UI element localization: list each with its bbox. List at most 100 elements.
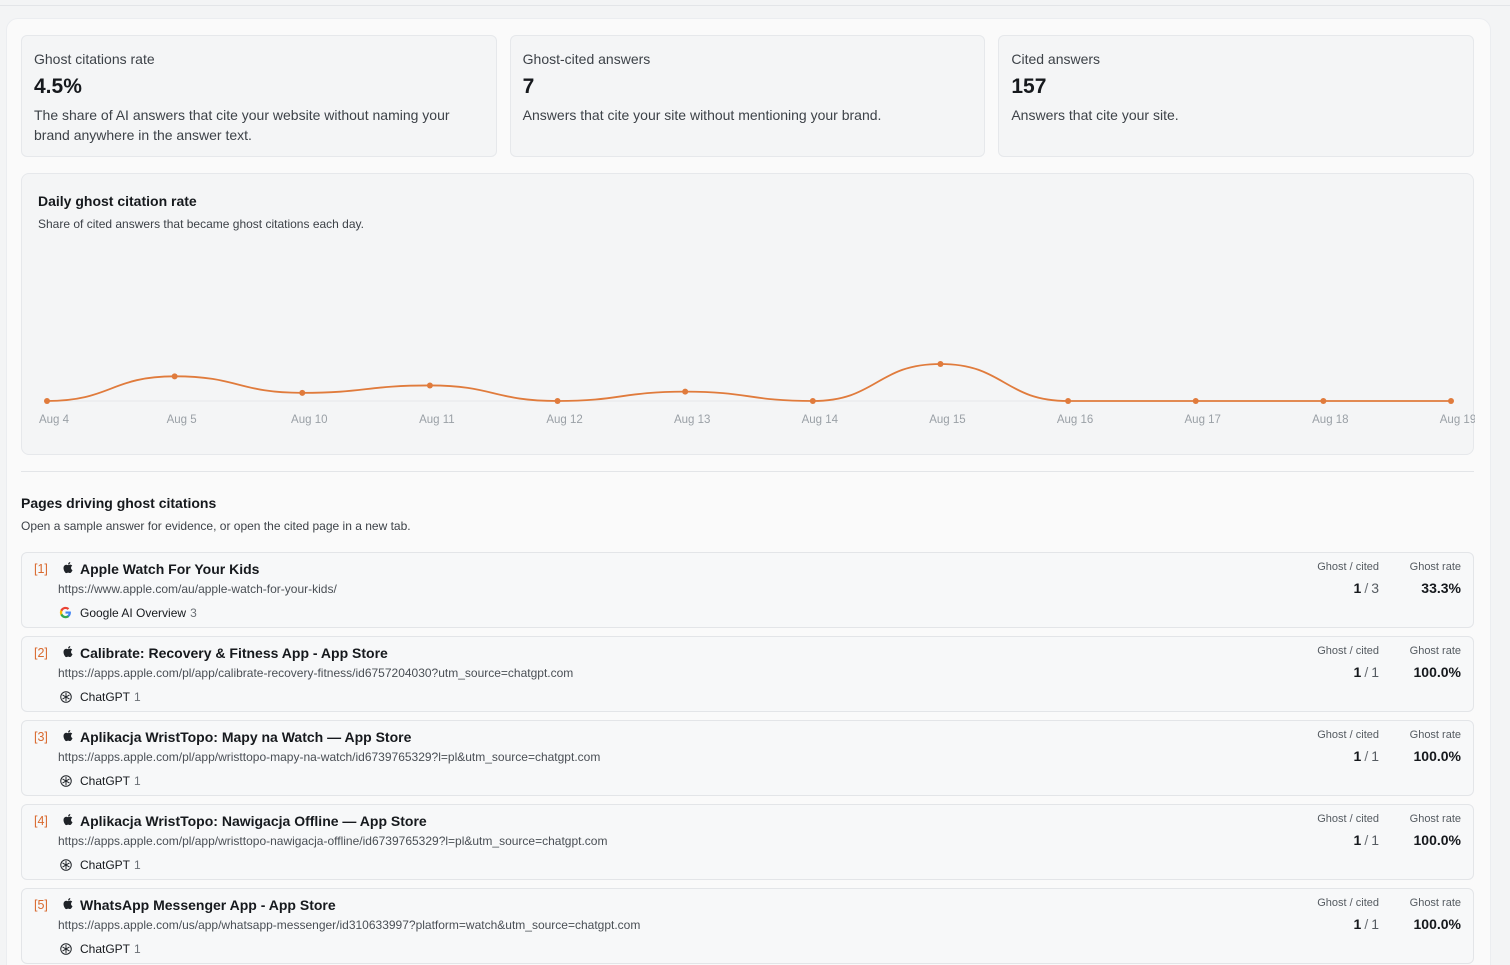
chatgpt-icon: [59, 690, 73, 704]
source-chip[interactable]: ChatGPT 1: [80, 774, 141, 788]
ghost-rate-label: Ghost rate: [1409, 645, 1461, 657]
x-tick-label: Aug 15: [929, 414, 965, 426]
data-point[interactable]: [1448, 398, 1454, 404]
data-point[interactable]: [299, 389, 306, 396]
ghost-cited-value: 1/1: [1353, 664, 1379, 680]
page-url-link[interactable]: https://apps.apple.com/pl/app/wristtopo-…: [58, 750, 601, 764]
data-point[interactable]: [1192, 398, 1199, 404]
page-title-link[interactable]: Calibrate: Recovery & Fitness App - App …: [80, 645, 388, 661]
ghost-rate-value: 100.0%: [1413, 832, 1461, 848]
ghost-count: 1: [1353, 832, 1362, 848]
page-row[interactable]: [2] Calibrate: Recovery & Fitness App - A…: [21, 636, 1474, 712]
apple-icon: [62, 729, 74, 743]
stats-row: Ghost citations rate 4.5% The share of A…: [21, 35, 1475, 157]
page-title-link[interactable]: Aplikacja WristTopo: Mapy na Watch — App…: [80, 729, 412, 745]
x-tick-label: Aug 14: [802, 414, 839, 426]
google-icon: [59, 606, 73, 620]
data-point[interactable]: [426, 382, 433, 389]
page-url-link[interactable]: https://apps.apple.com/us/app/whatsapp-m…: [58, 918, 641, 932]
x-tick-label: Aug 5: [167, 414, 197, 426]
stat-card-ghost-rate: Ghost citations rate 4.5% The share of A…: [21, 35, 497, 157]
stat-description: The share of AI answers that cite your w…: [34, 107, 450, 143]
source-name: ChatGPT: [80, 858, 131, 872]
ghost-rate-label: Ghost rate: [1409, 897, 1461, 909]
line-chart: Aug 4 Aug 5 Aug 10 Aug 11 Aug 12 Aug 13 Aug 14…: [39, 361, 1475, 426]
page-url-link[interactable]: https://apps.apple.com/pl/app/calibrate-…: [58, 666, 574, 680]
page-title-link[interactable]: Apple Watch For Your Kids: [80, 561, 260, 577]
apple-icon: [62, 645, 74, 659]
source-count: 1: [134, 858, 141, 872]
ghost-cited-label: Ghost / cited: [1317, 897, 1379, 909]
stat-card-cited-answers: Cited answers 157 Answers that cite your…: [998, 35, 1475, 157]
source-chip[interactable]: ChatGPT 1: [80, 858, 141, 872]
x-tick-label: Aug 11: [419, 414, 455, 426]
source-count: 1: [134, 690, 141, 704]
page-index: [4]: [34, 814, 48, 828]
ghost-rate-value: 33.3%: [1421, 580, 1461, 596]
source-count: 3: [190, 606, 197, 620]
page-index: [5]: [34, 898, 48, 912]
source-chip[interactable]: Google AI Overview 3: [80, 606, 197, 620]
ghost-cited-label: Ghost / cited: [1317, 561, 1379, 573]
data-point[interactable]: [44, 398, 50, 404]
ghost-cited-label: Ghost / cited: [1317, 729, 1379, 741]
data-point[interactable]: [809, 398, 816, 404]
data-point[interactable]: [554, 398, 561, 404]
page-row[interactable]: [3] Aplikacja WristTopo: Mapy na Watch — …: [21, 720, 1474, 796]
top-divider: [0, 5, 1510, 6]
x-tick-label: Aug 17: [1185, 414, 1221, 426]
page-url-link[interactable]: https://www.apple.com/au/apple-watch-for…: [58, 582, 337, 596]
chatgpt-icon: [59, 858, 73, 872]
data-point[interactable]: [1320, 398, 1327, 404]
data-point[interactable]: [682, 388, 689, 395]
page-row[interactable]: [4] Aplikacja WristTopo: Nawigacja Offlin…: [21, 804, 1474, 880]
stat-value: 4.5%: [34, 75, 82, 98]
source-count: 1: [134, 774, 141, 788]
x-tick-label: Aug 4: [39, 414, 70, 426]
cited-count: 3: [1371, 580, 1379, 596]
apple-icon: [62, 813, 74, 827]
pages-section-subtitle: Open a sample answer for evidence, or op…: [21, 519, 411, 533]
ghost-cited-value: 1/3: [1353, 580, 1379, 596]
stat-description: Answers that cite your site.: [1011, 107, 1179, 123]
source-count: 1: [134, 942, 141, 956]
source-chip[interactable]: ChatGPT 1: [80, 942, 141, 956]
pages-section-title: Pages driving ghost citations: [21, 495, 217, 511]
source-chip[interactable]: ChatGPT 1: [80, 690, 141, 704]
x-tick-label: Aug 10: [291, 414, 327, 426]
data-point[interactable]: [1065, 398, 1072, 404]
page-index: [2]: [34, 646, 48, 660]
cited-count: 1: [1371, 832, 1379, 848]
stat-label: Ghost citations rate: [34, 51, 155, 67]
ghost-cited-label: Ghost / cited: [1317, 813, 1379, 825]
ghost-cited-label: Ghost / cited: [1317, 645, 1379, 657]
data-point[interactable]: [171, 373, 178, 380]
chart-title: Daily ghost citation rate: [38, 193, 197, 209]
chatgpt-icon: [59, 774, 73, 788]
ghost-rate-label: Ghost rate: [1409, 729, 1461, 741]
page-row[interactable]: [5] WhatsApp Messenger App - App Store htt…: [21, 888, 1474, 964]
ghost-count: 1: [1353, 580, 1362, 596]
page-url-link[interactable]: https://apps.apple.com/pl/app/wristtopo-…: [58, 834, 608, 848]
page-title-link[interactable]: Aplikacja WristTopo: Nawigacja Offline —…: [80, 813, 427, 829]
ghost-count: 1: [1353, 748, 1362, 764]
ghost-count: 1: [1353, 916, 1362, 932]
ghost-cited-value: 1/1: [1353, 748, 1379, 764]
stat-description: Answers that cite your site without ment…: [522, 107, 882, 123]
apple-icon: [62, 561, 74, 575]
stat-value: 7: [522, 75, 535, 98]
ghost-rate-value: 100.0%: [1413, 664, 1461, 680]
data-point[interactable]: [937, 361, 944, 367]
source-name: ChatGPT: [80, 690, 131, 704]
chart-subtitle: Share of cited answers that became ghost…: [38, 217, 364, 231]
stat-card-ghost-cited-answers: Ghost-cited answers 7 Answers that cite …: [509, 35, 986, 157]
ghost-cited-value: 1/1: [1353, 832, 1379, 848]
x-tick-label: Aug 12: [546, 414, 582, 426]
x-tick-label: Aug 13: [674, 414, 710, 426]
x-tick-label: Aug 19: [1440, 414, 1475, 426]
page-row[interactable]: [1] Apple Watch For Your Kids https://www.…: [21, 552, 1474, 628]
page-title-link[interactable]: WhatsApp Messenger App - App Store: [80, 897, 336, 913]
x-tick-label: Aug 18: [1312, 414, 1348, 426]
apple-icon: [62, 897, 74, 911]
ghost-rate-label: Ghost rate: [1409, 813, 1461, 825]
